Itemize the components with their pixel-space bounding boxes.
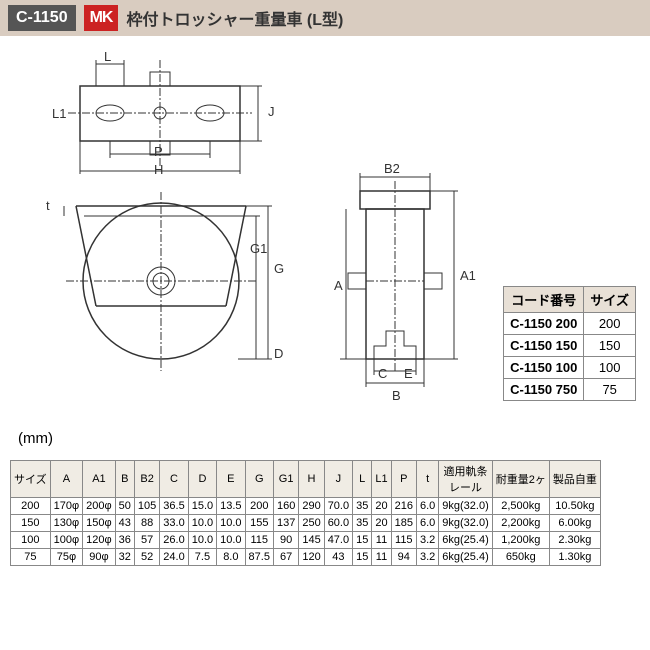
spec-table-header: A1 bbox=[83, 461, 116, 498]
spec-table-header: B2 bbox=[134, 461, 159, 498]
spec-table-row: 200170φ200φ5010536.515.013.520016029070.… bbox=[11, 498, 601, 515]
code-table-row: C-1150 100100 bbox=[504, 357, 636, 379]
brand-badge: MK bbox=[84, 5, 119, 31]
product-title: 枠付トロッシャー重量車 (L型) bbox=[126, 6, 343, 30]
unit-label: (mm) bbox=[18, 430, 53, 447]
dim-L1: L1 bbox=[52, 106, 66, 121]
dim-B: B bbox=[392, 388, 401, 403]
dim-D: D bbox=[274, 346, 283, 361]
dim-P: P bbox=[154, 144, 163, 159]
dim-B2: B2 bbox=[384, 161, 400, 176]
spec-table-header: P bbox=[391, 461, 416, 498]
spec-table-header: L bbox=[353, 461, 372, 498]
spec-table-header: 耐重量2ヶ bbox=[492, 461, 549, 498]
spec-table-header: L1 bbox=[372, 461, 391, 498]
spec-table-row: 150130φ150φ438833.010.010.015513725060.0… bbox=[11, 515, 601, 532]
spec-table: サイズAA1BB2CDEGG1HJLL1Pt適用軌条レール耐重量2ヶ製品自重 2… bbox=[10, 460, 601, 566]
code-table-header: コード番号 bbox=[504, 287, 584, 313]
code-table: コード番号サイズ C-1150 200200C-1150 150150C-115… bbox=[503, 286, 636, 401]
spec-table-header: サイズ bbox=[11, 461, 51, 498]
spec-table-header: H bbox=[299, 461, 324, 498]
dim-t: t bbox=[46, 198, 50, 213]
spec-table-header: 製品自重 bbox=[549, 461, 600, 498]
dim-A: A bbox=[334, 278, 343, 293]
dim-A1: A1 bbox=[460, 268, 476, 283]
spec-table-header: t bbox=[416, 461, 438, 498]
spec-table-header: 適用軌条レール bbox=[439, 461, 492, 498]
dim-J: J bbox=[268, 104, 275, 119]
dim-L: L bbox=[104, 49, 111, 64]
dim-E: E bbox=[404, 366, 413, 381]
dim-G: G bbox=[274, 261, 284, 276]
spec-table-header: C bbox=[160, 461, 188, 498]
product-code-badge: C-1150 bbox=[8, 5, 76, 31]
spec-table-header: D bbox=[188, 461, 216, 498]
code-table-row: C-1150 150150 bbox=[504, 335, 636, 357]
spec-table-header: G1 bbox=[273, 461, 298, 498]
side-view-diagram bbox=[310, 151, 480, 401]
spec-table-row: 7575φ90φ325224.07.58.087.567120431511943… bbox=[11, 549, 601, 566]
dim-H: H bbox=[154, 162, 163, 177]
spec-table-header: B bbox=[115, 461, 134, 498]
spec-table-header: E bbox=[217, 461, 245, 498]
spec-table-header: A bbox=[50, 461, 83, 498]
dim-G1: G1 bbox=[250, 241, 267, 256]
code-table-row: C-1150 75075 bbox=[504, 379, 636, 401]
main-content: L L1 P H J t G G1 D bbox=[0, 36, 650, 426]
spec-table-header: G bbox=[245, 461, 273, 498]
header-bar: C-1150 MK 枠付トロッシャー重量車 (L型) bbox=[0, 0, 650, 36]
top-view-diagram bbox=[50, 46, 280, 176]
spec-table-header: J bbox=[324, 461, 352, 498]
code-table-row: C-1150 200200 bbox=[504, 313, 636, 335]
spec-table-row: 100100φ120φ365726.010.010.01159014547.01… bbox=[11, 532, 601, 549]
code-table-header: サイズ bbox=[584, 287, 636, 313]
dim-C: C bbox=[378, 366, 387, 381]
front-view-diagram bbox=[46, 186, 286, 406]
